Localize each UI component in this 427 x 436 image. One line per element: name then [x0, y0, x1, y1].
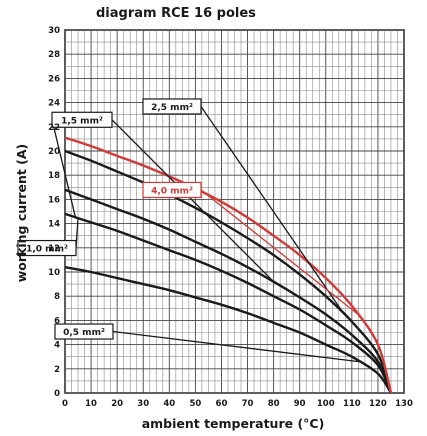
y-tick-label: 2	[54, 365, 60, 375]
annotations: 1,5 mm² 2,5 mm² 4,0 mm² 1,0 mm² 0,5 mm²	[17, 98, 360, 363]
y-axis-label: working current (A)	[14, 144, 29, 283]
x-tick-label: 60	[216, 399, 228, 409]
y-tick-label: 12	[48, 244, 60, 254]
x-tick-label: 20	[111, 399, 123, 409]
y-tick-label: 6	[54, 316, 60, 326]
x-tick-label: 40	[163, 399, 175, 409]
x-tick-label: 110	[343, 399, 361, 409]
annotation-box	[51, 111, 113, 128]
x-tick-label: 50	[189, 399, 201, 409]
annotation-leader	[51, 119, 77, 218]
annotation-label: 2,5 mm²	[151, 103, 193, 113]
y-tick-label: 30	[48, 26, 60, 36]
series-line	[64, 265, 392, 394]
series-line	[64, 212, 393, 394]
y-tick-label: 26	[48, 74, 60, 84]
annotation-leader	[112, 330, 360, 363]
annotation-label: 1,5 mm²	[61, 116, 103, 126]
y-tick-label: 28	[48, 50, 60, 60]
chart-title: diagram RCE 16 poles	[96, 6, 256, 21]
annotation-label: 1,0 mm²	[26, 245, 68, 255]
x-tick-label: 80	[268, 399, 280, 409]
y-tick-label: 20	[48, 147, 60, 157]
y-tick-label: 14	[48, 220, 60, 230]
x-tick-label: 70	[242, 399, 254, 409]
x-tick-label: 90	[294, 399, 306, 409]
y-tick-label: 4	[54, 341, 60, 351]
annotation-leader	[111, 119, 275, 283]
x-tick-labels: 0 10 20 30 40 50 60 70 80 90 100 110 120 130	[62, 399, 413, 409]
x-tick-label: 0	[62, 399, 68, 409]
annotation-box	[142, 181, 202, 199]
x-tick-label: 120	[369, 399, 387, 409]
y-tick-label: 0	[54, 389, 60, 399]
y-tick-label: 22	[48, 123, 60, 133]
series-line	[64, 136, 393, 394]
annotation-leader	[200, 106, 345, 315]
y-tick-label: 8	[54, 292, 60, 302]
x-tick-label: 130	[395, 399, 413, 409]
annotation-box	[17, 239, 77, 257]
annotation-label: 0,5 mm²	[63, 328, 105, 338]
curves	[64, 136, 393, 394]
x-tick-label: 100	[317, 399, 335, 409]
series-line	[64, 149, 393, 394]
grid	[64, 29, 405, 394]
series-line	[64, 188, 393, 394]
y-tick-label: 16	[48, 195, 60, 205]
y-tick-label: 10	[48, 268, 60, 278]
annotation-box	[54, 323, 114, 340]
x-tick-label: 10	[85, 399, 97, 409]
x-axis-label: ambient temperature (°C)	[142, 416, 325, 431]
annotation-label: 4,0 mm²	[151, 186, 193, 196]
y-tick-label: 18	[48, 171, 60, 181]
annotation-leader	[200, 189, 358, 315]
x-tick-label: 30	[137, 399, 149, 409]
y-tick-label: 24	[48, 99, 60, 109]
annotation-box	[142, 98, 202, 115]
